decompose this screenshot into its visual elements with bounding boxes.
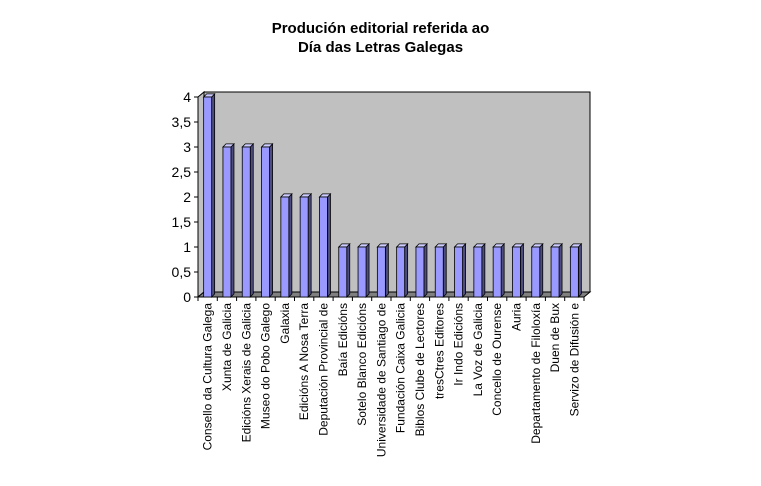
bar-front-face <box>357 246 367 298</box>
plot-floor <box>196 291 592 298</box>
bar-front-face <box>531 246 541 298</box>
bar-front-face <box>222 146 232 298</box>
bar-front-face <box>261 146 270 298</box>
x-tick-label: Xunta de Galicia <box>220 303 234 391</box>
bar <box>318 192 332 298</box>
x-tick-label: Edicións Xerais de Galicia <box>239 303 253 443</box>
bar-side-face <box>327 192 331 298</box>
bar-side-face <box>384 242 389 298</box>
x-tick-label: Consello da Cultura Galega <box>201 303 215 451</box>
x-tick-label: Sotelo Blanco Edicións <box>355 303 369 426</box>
x-tick-label: Departamento de Filoloxía <box>529 303 543 444</box>
bar-front-face <box>280 196 290 298</box>
bar-front-face <box>299 196 309 298</box>
bar-side-face <box>500 242 505 298</box>
x-tick-label: Baía Edicións <box>336 303 350 376</box>
x-tick-label: Ir Indo Edicións <box>452 303 466 386</box>
bar-side-face <box>404 242 409 298</box>
x-axis-labels: Consello da Cultura Galega Xunta de Galic… <box>197 297 585 457</box>
bar-side-face <box>539 242 544 298</box>
bar-side-face <box>481 242 486 298</box>
bar-side-face <box>365 242 370 298</box>
y-tick-label: 0,5 <box>172 264 192 280</box>
bar-front-face <box>569 246 579 298</box>
plot-side-wall <box>197 90 205 299</box>
x-tick-label: Fundación Caixa Galicia <box>394 303 408 433</box>
bar-front-face <box>415 246 425 298</box>
bar-side-face <box>462 242 466 298</box>
x-tick-label: La Voz de Galicia <box>471 303 485 397</box>
x-tick-label: Deputación Provincial de <box>316 303 330 436</box>
bar-side-face <box>423 242 428 298</box>
bar-side-face <box>249 142 254 298</box>
bar <box>550 242 563 298</box>
bar-side-face <box>230 142 235 298</box>
bar <box>434 242 448 298</box>
bar-front-face <box>203 96 213 298</box>
chart-title-line-1: Produción editorial referida ao <box>271 20 490 37</box>
y-tick-label: 1 <box>183 239 191 255</box>
bar <box>299 192 313 298</box>
bar <box>415 242 428 298</box>
bar <box>492 242 506 298</box>
x-tick-label: tresCtres Editores <box>432 303 446 399</box>
bar <box>260 142 274 298</box>
x-tick-label: Duen de Bux <box>548 303 562 372</box>
x-tick-label: Auria <box>509 303 523 331</box>
x-tick-label: Universidade de Santiago de <box>374 303 388 457</box>
bar <box>222 142 235 298</box>
bar <box>202 92 216 298</box>
bar <box>569 242 583 298</box>
plot-area <box>196 90 592 299</box>
bar-side-face <box>288 192 293 298</box>
bar-side-face <box>558 242 563 298</box>
x-tick-label: Galaxia <box>278 303 292 344</box>
y-tick-label: 2 <box>183 189 191 205</box>
bar <box>357 242 370 298</box>
bar <box>530 242 544 298</box>
bar-front-face <box>473 246 483 298</box>
x-tick-label: Servizo de Difusión e <box>567 303 581 417</box>
bar-side-face <box>307 192 312 298</box>
y-tick-label: 3,5 <box>172 114 192 130</box>
bar <box>241 142 255 298</box>
y-tick-label: 1,5 <box>172 214 192 230</box>
y-tick-label: 0 <box>183 289 191 305</box>
y-axis: 0 0,5 1 1,5 2 2,5 3 3,5 4 <box>172 89 584 305</box>
chart-title: Produción editorial referida ao Día das … <box>0 19 761 57</box>
x-tick-label: Concello de Ourense <box>490 303 504 416</box>
bar-front-face <box>550 246 560 298</box>
bar-front-face <box>241 146 251 298</box>
bar-side-face <box>520 242 524 298</box>
x-tick-label: Museo do Pobo Galego <box>259 303 273 429</box>
bar-front-face <box>434 246 444 298</box>
bar-series <box>202 92 583 298</box>
bar-side-face <box>269 142 273 298</box>
bar-side-face <box>211 92 216 298</box>
bar-front-face <box>512 246 521 298</box>
chart-title-line-2: Día das Letras Galegas <box>297 39 464 56</box>
x-tick-label: Edicións A Nosa Terra <box>297 303 311 421</box>
bar-side-face <box>346 242 351 298</box>
bar <box>376 242 390 298</box>
bar-front-face <box>454 246 463 298</box>
bar-front-face <box>396 246 406 298</box>
x-tick-label: Biblos Clube de Lectores <box>413 303 427 436</box>
y-tick-label: 2,5 <box>172 164 192 180</box>
bar-side-face <box>577 242 582 298</box>
y-tick-label: 4 <box>183 89 191 105</box>
bar <box>472 242 486 298</box>
bar-front-face <box>376 246 386 298</box>
bar <box>453 242 467 298</box>
bar-front-face <box>319 196 328 298</box>
bar <box>511 242 525 298</box>
bar <box>337 242 351 298</box>
bar-front-face <box>492 246 502 298</box>
bar <box>395 242 409 298</box>
bar <box>279 192 293 298</box>
bar-side-face <box>442 242 447 298</box>
y-tick-label: 3 <box>183 139 191 155</box>
bar-front-face <box>338 246 348 298</box>
